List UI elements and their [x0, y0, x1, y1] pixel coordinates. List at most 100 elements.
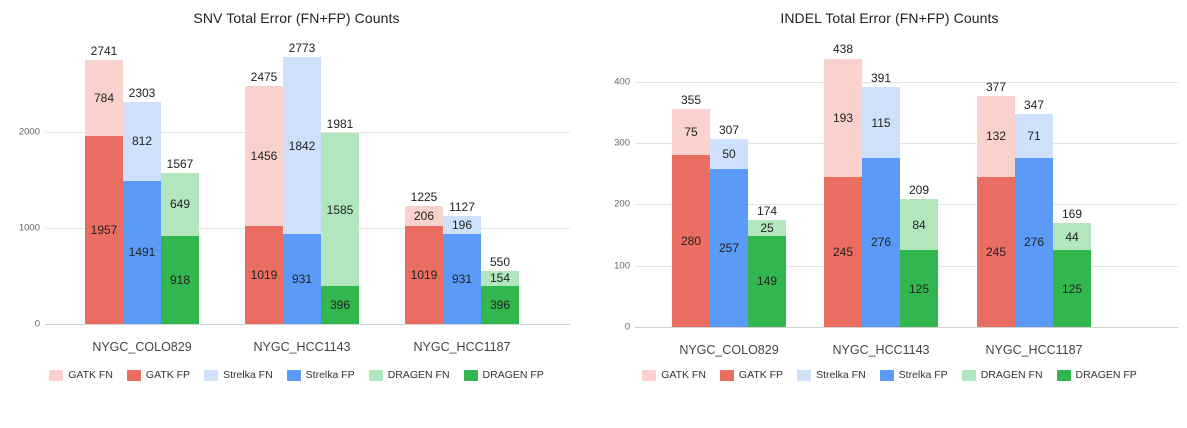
- x-axis-category-label: NYGC_HCC1143: [832, 343, 930, 357]
- stacked-bar[interactable]: [900, 198, 938, 327]
- legend-item[interactable]: Strelka FP: [286, 369, 355, 381]
- legend-label: GATK FP: [738, 369, 784, 381]
- stacked-bar[interactable]: [405, 206, 443, 324]
- legend-swatch-icon: [204, 369, 219, 381]
- stacked-bar[interactable]: [85, 60, 123, 324]
- bar-segment-fp[interactable]: [245, 225, 283, 324]
- x-axis-category-label: NYGC_HCC1187: [985, 343, 1083, 357]
- bar-segment-fn[interactable]: [245, 85, 283, 226]
- y-axis-tick-label: 0: [624, 321, 630, 333]
- stacked-bar[interactable]: [1053, 223, 1091, 327]
- legend-item[interactable]: GATK FN: [642, 369, 706, 381]
- bar-segment-fn[interactable]: [977, 95, 1015, 177]
- legend-swatch-icon: [879, 369, 894, 381]
- bar-segment-fn[interactable]: [710, 138, 748, 170]
- gridline: [635, 143, 1178, 145]
- stacked-bar[interactable]: [977, 95, 1015, 327]
- bar-segment-fp[interactable]: [1015, 157, 1053, 327]
- legend-item[interactable]: DRAGEN FN: [961, 369, 1043, 381]
- y-axis-tick-label: 2000: [18, 126, 40, 138]
- bar-segment-fn[interactable]: [443, 215, 481, 235]
- bar-segment-fp[interactable]: [977, 176, 1015, 327]
- bar-segment-fn[interactable]: [161, 173, 199, 236]
- bar-segment-fn[interactable]: [321, 133, 359, 286]
- stacked-bar[interactable]: [443, 215, 481, 324]
- bar-segment-fn[interactable]: [283, 57, 321, 235]
- bar-segment-fn[interactable]: [481, 271, 519, 286]
- bar-segment-fp[interactable]: [283, 234, 321, 324]
- legend-item[interactable]: GATK FP: [719, 369, 784, 381]
- legend-item[interactable]: Strelka FN: [204, 369, 273, 381]
- bar-total-label: 438: [832, 42, 854, 57]
- legend-item[interactable]: GATK FN: [49, 369, 113, 381]
- stacked-bar[interactable]: [672, 109, 710, 327]
- x-axis-category-label: NYGC_HCC1143: [253, 340, 351, 354]
- stacked-bar[interactable]: [321, 133, 359, 324]
- legend-label: Strelka FP: [305, 369, 355, 381]
- bar-total-label: 347: [1023, 98, 1045, 113]
- bar-segment-fp[interactable]: [748, 235, 786, 327]
- bar-total-label: 174: [756, 204, 778, 219]
- gridline: [635, 81, 1178, 83]
- bar-segment-fn[interactable]: [862, 87, 900, 158]
- legend-item[interactable]: DRAGEN FN: [368, 369, 450, 381]
- x-axis-category-label: NYGC_HCC1187: [413, 340, 511, 354]
- stacked-bar[interactable]: [862, 87, 900, 327]
- legend-item[interactable]: Strelka FN: [797, 369, 866, 381]
- y-axis-tick-label: 400: [614, 76, 630, 88]
- bar-segment-fp[interactable]: [123, 180, 161, 324]
- bar-segment-fp[interactable]: [862, 157, 900, 327]
- legend-label: Strelka FN: [223, 369, 273, 381]
- legend-label: DRAGEN FN: [980, 369, 1043, 381]
- stacked-bar[interactable]: [748, 220, 786, 327]
- legend-item[interactable]: Strelka FP: [879, 369, 948, 381]
- legend-label: DRAGEN FN: [387, 369, 450, 381]
- stacked-bar[interactable]: [245, 85, 283, 324]
- bar-segment-fp[interactable]: [672, 155, 710, 327]
- bar-segment-fn[interactable]: [672, 109, 710, 156]
- chart-title: INDEL Total Error (FN+FP) Counts: [780, 10, 999, 26]
- stacked-bar[interactable]: [123, 102, 161, 324]
- legend-swatch-icon: [126, 369, 141, 381]
- bar-segment-fp[interactable]: [900, 250, 938, 327]
- indel-plot-area: 0 100 200 300 400 280 75 355 257 50 307 149 25 174 NYG…: [593, 0, 1186, 428]
- bar-total-label: 2773: [288, 41, 316, 56]
- stacked-bar[interactable]: [481, 271, 519, 324]
- stacked-bar[interactable]: [161, 173, 199, 324]
- bar-segment-fn[interactable]: [85, 60, 123, 136]
- bar-segment-fp[interactable]: [161, 235, 199, 324]
- bar-segment-fp[interactable]: [405, 225, 443, 324]
- stacked-bar[interactable]: [710, 138, 748, 327]
- bar-segment-fn[interactable]: [1053, 223, 1091, 251]
- bar-segment-fn[interactable]: [824, 58, 862, 177]
- legend-label: GATK FN: [68, 369, 113, 381]
- legend-item[interactable]: DRAGEN FP: [1056, 369, 1137, 381]
- bar-segment-fp[interactable]: [710, 169, 748, 327]
- y-axis-tick-label: 300: [614, 137, 630, 149]
- stacked-bar[interactable]: [1015, 114, 1053, 327]
- legend-swatch-icon: [286, 369, 301, 381]
- y-axis-tick-label: 0: [34, 318, 40, 330]
- y-axis-tick-label: 100: [614, 260, 630, 272]
- bar-segment-fp[interactable]: [443, 234, 481, 324]
- bar-segment-fp[interactable]: [481, 285, 519, 324]
- bar-segment-fn[interactable]: [405, 206, 443, 226]
- bar-segment-fp[interactable]: [85, 135, 123, 324]
- legend-swatch-icon: [368, 369, 383, 381]
- bar-segment-fn[interactable]: [900, 198, 938, 251]
- bar-segment-fp[interactable]: [1053, 250, 1091, 327]
- stacked-bar[interactable]: [283, 57, 321, 324]
- stacked-bar[interactable]: [824, 58, 862, 327]
- x-axis-category-label: NYGC_COLO829: [92, 340, 192, 354]
- legend-swatch-icon: [642, 369, 657, 381]
- bar-segment-fn[interactable]: [748, 220, 786, 236]
- legend-item[interactable]: GATK FP: [126, 369, 191, 381]
- legend-label: GATK FP: [145, 369, 191, 381]
- bar-segment-fn[interactable]: [1015, 114, 1053, 158]
- legend-item[interactable]: DRAGEN FP: [463, 369, 544, 381]
- legend-swatch-icon: [49, 369, 64, 381]
- bar-segment-fn[interactable]: [123, 102, 161, 181]
- bar-segment-fp[interactable]: [321, 285, 359, 324]
- y-axis-tick-label: 200: [614, 198, 630, 210]
- bar-segment-fp[interactable]: [824, 176, 862, 327]
